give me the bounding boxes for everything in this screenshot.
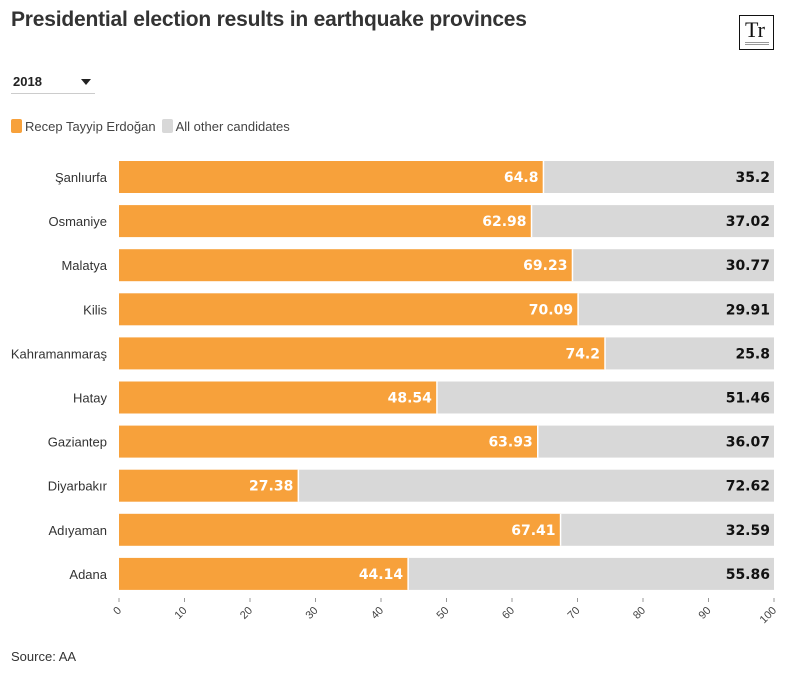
bar-erdogan[interactable] — [119, 161, 544, 193]
publisher-logo: Tr — [739, 15, 774, 50]
bar-others[interactable] — [436, 381, 774, 414]
data-label-erdogan: 48.54 — [388, 391, 433, 407]
data-label-others: 37.02 — [726, 214, 770, 230]
category-label: Adıyaman — [48, 523, 107, 538]
bar-erdogan[interactable] — [119, 425, 538, 458]
x-tick-label: 50 — [434, 605, 451, 622]
data-label-erdogan: 74.2 — [565, 346, 600, 362]
x-tick-label: 40 — [369, 605, 386, 622]
bar-others[interactable] — [298, 469, 774, 502]
category-label: Kahramanmaraş — [11, 346, 108, 361]
legend-swatch-others — [161, 119, 173, 133]
data-label-others: 30.77 — [726, 258, 770, 274]
data-label-others: 29.91 — [726, 302, 770, 318]
x-tick-label: 0 — [111, 605, 124, 618]
category-label: Malatya — [61, 258, 107, 273]
legend-swatch-erdogan — [11, 119, 22, 133]
bar-others[interactable] — [537, 425, 774, 458]
data-label-erdogan: 44.14 — [359, 567, 404, 583]
x-tick-label: 20 — [238, 605, 255, 622]
data-label-others: 36.07 — [726, 435, 770, 451]
logo-text: Tr — [745, 17, 765, 42]
bar-erdogan[interactable] — [119, 381, 437, 414]
data-label-others: 25.8 — [735, 346, 770, 362]
data-label-others: 51.46 — [726, 391, 770, 407]
bar-erdogan[interactable] — [119, 337, 606, 370]
year-select-value: 2018 — [13, 74, 42, 89]
category-label: Gaziantep — [48, 435, 107, 450]
bar-erdogan[interactable] — [119, 293, 579, 326]
data-label-erdogan: 67.41 — [511, 523, 555, 539]
legend-item-erdogan[interactable]: Recep Tayyip Erdoğan — [11, 119, 156, 134]
legend: Recep Tayyip Erdoğan All other candidate… — [11, 117, 296, 135]
bar-erdogan[interactable] — [119, 469, 299, 502]
year-select[interactable]: 2018 — [11, 68, 95, 94]
data-label-erdogan: 62.98 — [482, 214, 526, 230]
caret-down-icon — [81, 79, 91, 85]
x-tick-label: 100 — [758, 605, 779, 626]
bar-others[interactable] — [572, 249, 774, 282]
bar-erdogan[interactable] — [119, 557, 409, 590]
legend-item-others[interactable]: All other candidates — [161, 118, 290, 134]
data-label-others: 72.62 — [726, 479, 770, 495]
category-label: Hatay — [73, 391, 107, 406]
bar-others[interactable] — [560, 513, 774, 546]
data-label-erdogan: 70.09 — [529, 302, 573, 318]
logo-fine-print — [745, 42, 769, 45]
legend-label-others: All other candidates — [175, 118, 290, 134]
x-tick-label: 10 — [172, 605, 189, 622]
data-label-erdogan: 69.23 — [523, 258, 567, 274]
bar-others[interactable] — [578, 293, 774, 326]
x-tick-label: 80 — [631, 605, 648, 622]
data-label-erdogan: 27.38 — [249, 479, 293, 495]
category-label: Diyarbakır — [48, 479, 108, 494]
category-label: Osmaniye — [48, 214, 107, 229]
chart-title: Presidential election results in earthqu… — [11, 8, 527, 31]
x-tick-label: 60 — [500, 605, 517, 622]
bar-erdogan[interactable] — [119, 205, 532, 238]
data-label-others: 32.59 — [726, 523, 770, 539]
category-label: Kilis — [83, 302, 107, 317]
legend-label-erdogan: Recep Tayyip Erdoğan — [25, 118, 156, 134]
bar-others[interactable] — [605, 337, 774, 370]
x-tick-label: 30 — [303, 605, 320, 622]
bar-erdogan[interactable] — [119, 249, 573, 282]
x-tick-label: 90 — [696, 605, 713, 622]
data-label-erdogan: 63.93 — [488, 435, 532, 451]
data-label-others: 55.86 — [726, 567, 770, 583]
category-label: Adana — [69, 567, 107, 582]
bar-erdogan[interactable] — [119, 513, 561, 546]
category-label: Şanlıurfa — [55, 170, 108, 185]
data-label-others: 35.2 — [735, 170, 770, 186]
data-label-erdogan: 64.8 — [504, 170, 539, 186]
x-tick-label: 70 — [565, 605, 582, 622]
bar-others[interactable] — [531, 205, 774, 238]
bar-others[interactable] — [543, 161, 774, 193]
bar-others[interactable] — [408, 557, 774, 590]
source-note: Source: AA — [11, 649, 77, 664]
